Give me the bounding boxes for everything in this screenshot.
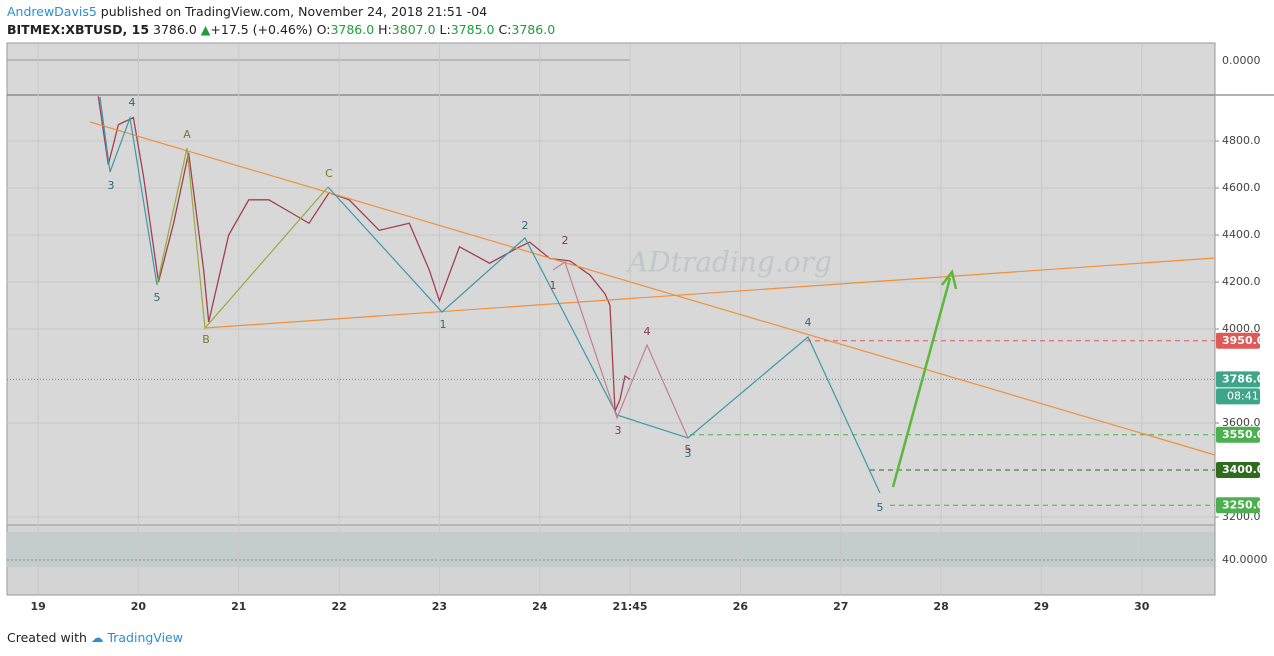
y-tick-label: 4600.0 [1222,181,1261,194]
x-tick-label: 21:45 [613,600,648,613]
wave-label: 5 [154,291,161,304]
price-tag [1216,332,1260,349]
price-tag-label: 3786.0 [1222,372,1265,385]
x-tick-label: 29 [1034,600,1049,613]
drawing [327,186,881,494]
o-label: O: [316,22,331,37]
brand[interactable]: TradingView [107,630,183,645]
wave-label: C [325,167,333,180]
publish-line: AndrewDavis5 published on TradingView.co… [7,4,487,19]
price-tag [1216,426,1260,443]
created: Created with [7,630,87,645]
published: published on TradingView.com, November 2… [100,4,488,19]
drawing [204,257,1216,329]
x-tick-label: 20 [131,600,147,613]
drawing [552,261,689,439]
wave-label: A [183,128,191,141]
top-indicator-tick: 0.0000 [1222,54,1261,67]
rsi-band [7,532,1215,567]
h: 3807.0 [391,22,436,37]
price-tag-label: 3400.0 [1222,463,1265,476]
x-tick-label: 19 [30,600,45,613]
price-tag [1216,462,1260,479]
price-tag [1216,371,1260,388]
x-tick-label: 26 [733,600,749,613]
bottom-indicator-tick: 40.0000 [1222,553,1268,566]
wave-label: 4 [805,316,812,329]
up-arrow: ▲ [200,22,211,37]
wave-label: 5 [877,501,884,514]
wave-label: 3 [615,424,622,437]
wave-label: B [202,333,210,346]
wave-label: 3 [685,447,692,460]
h-label: H: [378,22,392,37]
price-tag [1216,497,1260,514]
author[interactable]: AndrewDavis5 [7,4,97,19]
y-tick-label: 4400.0 [1222,228,1261,241]
c: 3786.0 [511,22,556,37]
wave-label: 1 [550,279,557,292]
x-tick-label: 30 [1134,600,1150,613]
o: 3786.0 [330,22,375,37]
last: 3786.0 [153,22,197,37]
y-tick-label: 4800.0 [1222,134,1261,147]
price-tag-label: 3250.0 [1222,498,1265,511]
x-tick-label: 21 [231,600,246,613]
y-tick-label: 4000.0 [1222,322,1261,335]
arrow-head [941,269,958,290]
wave-label: 2 [562,234,569,247]
price-tag-label: 3950.0 [1222,334,1265,347]
wave-label: 3 [108,179,115,192]
symbol-line: BITMEX:XBTUSD, 15 3786.0 ▲+17.5 (+0.46%)… [7,22,555,37]
price-tag-label: 3550.0 [1222,428,1265,441]
y-tick-label: 3600.0 [1222,416,1261,429]
c-label: C: [498,22,512,37]
wave-label: 5 [685,443,692,456]
drawing [891,277,952,488]
x-tick-label: 24 [532,600,548,613]
l-label: L: [439,22,451,37]
wave-label: 2 [522,219,529,232]
watermark: ADtrading.org [625,246,832,279]
x-tick-label: 22 [331,600,346,613]
l: 3785.0 [450,22,495,37]
logo: ☁ [90,630,104,645]
drawing [99,96,158,286]
x-tick-label: 27 [833,600,848,613]
x-tick-label: 23 [432,600,447,613]
wave-label: 1 [440,318,447,331]
wave-label: 4 [644,325,651,338]
drawing [89,121,1216,456]
x-tick-label: 28 [933,600,948,613]
drawing [156,147,329,330]
price-line [97,96,631,412]
countdown: 08:41 [1227,389,1259,402]
symbol: BITMEX:XBTUSD, 15 [7,22,150,37]
change: +17.5 (+0.46%) [210,22,313,37]
countdown-tag [1216,388,1260,405]
y-tick-label: 4200.0 [1222,275,1261,288]
footer: Created with ☁ TradingView [7,630,183,645]
wave-label: 4 [129,96,136,109]
